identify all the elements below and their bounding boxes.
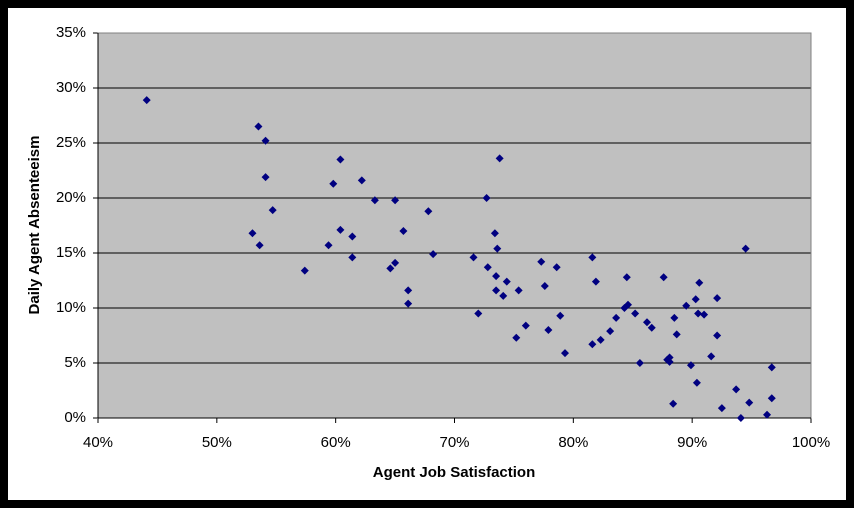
y-tick-label: 30%	[56, 79, 86, 96]
point	[591, 277, 600, 286]
point	[469, 253, 478, 262]
point	[357, 176, 366, 185]
point	[544, 326, 553, 334]
point	[552, 263, 561, 272]
point	[767, 363, 776, 372]
point	[482, 194, 491, 202]
point	[254, 122, 263, 131]
point	[745, 398, 754, 407]
point	[514, 286, 523, 295]
point	[695, 278, 704, 287]
point	[142, 96, 151, 105]
point	[713, 294, 722, 303]
point	[669, 399, 678, 408]
point	[493, 244, 502, 253]
y-tick-label: 20%	[56, 189, 86, 206]
point	[717, 404, 726, 413]
point	[492, 286, 501, 295]
y-tick-label: 10%	[56, 299, 86, 316]
x-tick-label: 90%	[677, 434, 707, 451]
point	[561, 349, 570, 358]
point	[736, 414, 745, 422]
y-tick-label: 35%	[56, 24, 86, 41]
point	[255, 241, 264, 250]
x-tick-label: 80%	[558, 434, 588, 451]
point	[474, 309, 483, 318]
point	[631, 309, 640, 318]
point	[502, 277, 511, 286]
point	[324, 241, 333, 250]
point	[399, 227, 408, 235]
point	[336, 155, 345, 164]
point	[694, 309, 703, 318]
point	[490, 229, 499, 238]
point	[429, 250, 438, 259]
point	[670, 313, 679, 322]
point	[492, 272, 501, 281]
point	[540, 282, 549, 290]
point	[521, 321, 530, 330]
point	[635, 359, 644, 367]
point	[700, 310, 709, 319]
point	[483, 263, 492, 272]
point	[261, 173, 270, 182]
point	[370, 196, 379, 205]
point	[391, 258, 400, 267]
point	[386, 264, 395, 273]
point	[248, 229, 257, 238]
point	[588, 340, 597, 349]
point	[391, 196, 400, 205]
y-tick-label: 5%	[64, 354, 86, 371]
point	[647, 323, 656, 332]
x-tick-label: 100%	[792, 434, 830, 451]
point	[691, 295, 700, 304]
y-tick-label: 15%	[56, 244, 86, 261]
point	[336, 225, 345, 234]
point	[404, 299, 413, 308]
point	[261, 136, 270, 145]
y-tick-label: 25%	[56, 134, 86, 151]
point	[495, 154, 504, 163]
point	[665, 353, 674, 362]
point	[741, 244, 750, 253]
x-tick-label: 70%	[439, 434, 469, 451]
point	[606, 327, 615, 336]
point	[659, 273, 668, 282]
point	[643, 318, 652, 327]
point	[329, 179, 338, 188]
x-axis-title: Agent Job Satisfaction	[373, 464, 536, 481]
point	[732, 385, 741, 394]
point	[665, 357, 674, 366]
point	[588, 253, 597, 262]
point	[537, 257, 546, 266]
point	[707, 352, 716, 361]
x-tick-label: 50%	[202, 434, 232, 451]
point	[300, 266, 309, 275]
plot-area	[98, 33, 811, 418]
y-axis-title: Daily Agent Absenteeism	[26, 136, 43, 315]
point	[686, 361, 695, 370]
point	[512, 333, 521, 342]
point	[348, 253, 357, 262]
point	[763, 410, 772, 419]
point	[682, 301, 691, 310]
point	[424, 207, 433, 216]
point	[713, 331, 722, 340]
point	[499, 291, 508, 300]
point	[672, 330, 681, 339]
point	[268, 206, 277, 215]
point	[622, 273, 631, 282]
point	[404, 286, 413, 295]
point	[692, 378, 701, 387]
y-tick-label: 0%	[64, 409, 86, 426]
point	[348, 232, 357, 241]
point	[556, 311, 565, 320]
point	[623, 300, 632, 309]
point	[612, 313, 621, 322]
point	[767, 394, 776, 403]
point	[596, 335, 605, 344]
x-tick-label: 40%	[83, 434, 113, 451]
x-tick-label: 60%	[321, 434, 351, 451]
